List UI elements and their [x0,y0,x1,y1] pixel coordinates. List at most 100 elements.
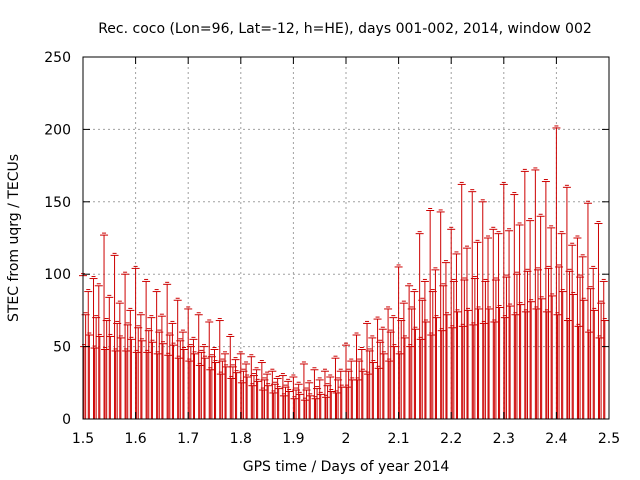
error-bar [431,267,440,419]
error-bar [473,239,482,419]
error-bar [565,268,574,419]
error-bar [331,355,340,419]
error-bar [523,268,532,419]
error-bar [132,349,141,419]
error-bar [144,328,153,419]
y-tick-labels: 0 50 100 150 200 250 [44,50,71,428]
error-bar [395,351,404,419]
error-bar [216,371,225,419]
x-tick-label: 1.7 [177,431,199,447]
error-bar [115,300,124,419]
y-tick-label: 100 [44,267,71,283]
error-bar [460,277,469,419]
error-bar [344,368,353,419]
error-bar [495,305,504,419]
error-bar [527,299,536,419]
y-tick-label: 0 [62,412,71,428]
error-bar [101,346,110,419]
error-bar [222,364,231,419]
error-bar [573,235,582,419]
error-bar [407,306,416,419]
error-bar [126,307,135,419]
error-bar [436,209,445,419]
error-bar [195,362,204,419]
error-bar [439,283,448,419]
error-bar [279,393,288,419]
error-bar [557,231,566,419]
error-bar [468,189,477,419]
error-bar [218,358,227,419]
error-bar [147,315,156,419]
error-bar [134,325,143,419]
error-bar [163,281,172,419]
error-bar [253,378,262,419]
error-bar [116,335,125,419]
error-bar [80,344,89,419]
error-bar [337,384,346,419]
error-bar [152,289,161,419]
error-bar [364,371,373,419]
error-bar [516,302,525,419]
error-bar [206,367,215,419]
error-bar [226,333,235,419]
error-bar [490,319,499,419]
y-tick-label: 50 [53,340,71,356]
error-bar [278,373,287,419]
error-bar [352,332,361,419]
error-bar [597,300,606,419]
error-bar [155,329,164,419]
error-bar [442,312,451,419]
error-bar [464,307,473,419]
error-bar [274,386,283,419]
error-bar [348,377,357,419]
error-bar [489,226,498,419]
error-bar [458,323,467,419]
x-tick-label: 2.4 [545,431,567,447]
y-axis-label: STEC from uqrg / TECUs [6,154,22,322]
error-bar [599,278,608,419]
error-bar [137,338,146,419]
error-bar [521,309,530,419]
error-bar [210,346,219,419]
error-bar [574,323,583,419]
error-bar [589,265,598,419]
error-bar [249,373,258,419]
error-bar [121,271,130,419]
error-bar [106,333,115,419]
error-bar [531,167,540,419]
error-bar [410,289,419,419]
error-bar [258,387,267,419]
error-bar [485,306,494,419]
error-bar [548,293,557,419]
error-bar [406,344,415,419]
x-tick-labels: 1.5 1.6 1.7 1.8 1.9 2 2.1 2.2 2.3 2.4 2.5 [72,431,620,447]
error-bar [236,351,245,419]
error-bar [415,231,424,419]
error-bar [470,276,479,419]
error-bar [105,294,114,419]
error-bar [343,384,352,419]
error-bar [164,352,173,419]
error-bar [583,200,592,419]
error-bar [520,168,529,419]
x-tick-label: 1.6 [124,431,146,447]
error-bar [122,348,131,419]
series-3 [81,264,606,419]
error-bar [136,312,145,419]
series-4 [85,289,609,419]
error-bar [260,377,269,419]
error-bar [113,320,122,419]
error-bar [264,383,273,419]
error-bar [532,306,541,419]
error-bar [432,315,441,419]
error-bar [353,377,362,419]
error-bar [306,393,315,419]
error-bar [185,358,194,419]
error-bar [169,342,178,419]
error-bar [290,396,299,419]
error-bar [300,397,309,419]
error-bar [85,332,94,419]
error-bar [158,341,167,419]
error-bar [502,274,511,419]
